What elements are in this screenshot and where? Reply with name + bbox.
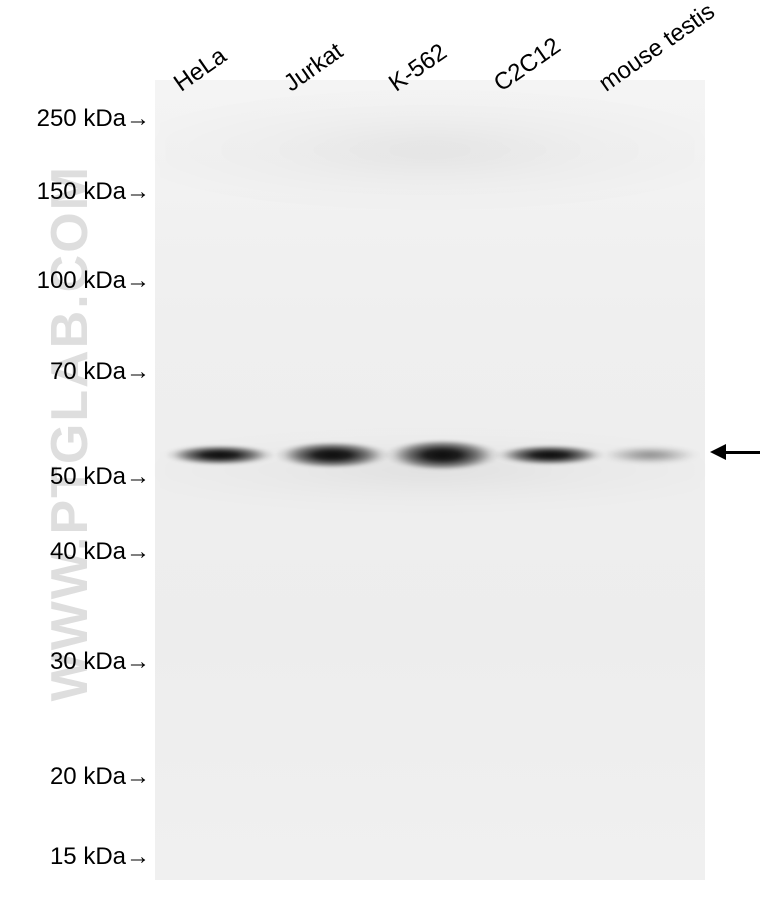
band-k562 — [385, 441, 500, 469]
mw-label-50: 50 kDa→ — [50, 463, 150, 491]
band-hela — [165, 446, 275, 464]
mw-label-20: 20 kDa→ — [50, 763, 150, 791]
band-mouse-testis — [600, 447, 700, 463]
band-c2c12 — [495, 446, 605, 464]
blot-shadow-top — [160, 90, 700, 210]
arrow-shaft — [724, 451, 760, 454]
mw-label-100: 100 kDa→ — [37, 267, 150, 295]
watermark-text: WWW.PTGLAB.COM — [40, 165, 100, 701]
mw-label-15: 15 kDa→ — [50, 843, 150, 871]
mw-label-150: 150 kDa→ — [37, 178, 150, 206]
mw-label-70: 70 kDa→ — [50, 358, 150, 386]
mw-label-250: 250 kDa→ — [37, 105, 150, 133]
mw-label-40: 40 kDa→ — [50, 538, 150, 566]
mw-label-30: 30 kDa→ — [50, 648, 150, 676]
target-arrow-icon — [710, 444, 760, 460]
band-jurkat — [275, 443, 390, 467]
